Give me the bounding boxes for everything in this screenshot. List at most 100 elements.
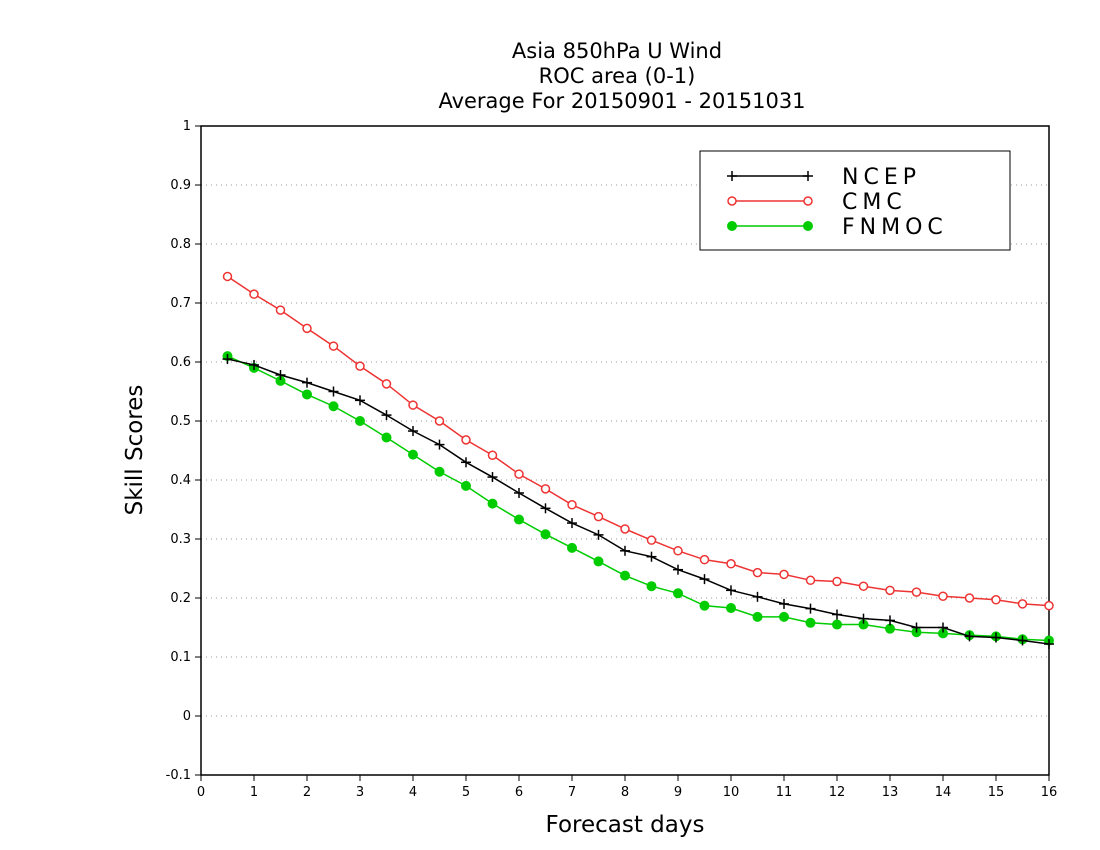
series-line-ncep <box>227 358 1050 645</box>
series-line-fnmoc <box>227 355 1050 642</box>
data-point-ncep <box>885 615 895 626</box>
data-point-ncep <box>434 439 445 450</box>
x-axis-label: Forecast days <box>546 812 705 838</box>
x-tick-label: 1 <box>250 785 258 800</box>
data-point-cmc <box>540 484 551 494</box>
x-tick-label: 5 <box>462 785 470 800</box>
data-point-ncep <box>408 426 418 437</box>
title-line-3: Average For 20150901 - 20151031 <box>438 89 805 113</box>
legend-marker-ncep <box>727 171 737 181</box>
data-point-fnmoc <box>620 570 630 581</box>
data-point-fnmoc <box>779 611 789 622</box>
data-point-ncep <box>487 472 498 483</box>
data-point-cmc <box>514 469 524 479</box>
data-point-cmc <box>991 595 1001 605</box>
data-point-cmc <box>1044 600 1054 611</box>
y-tick-label: 0.5 <box>170 414 191 429</box>
x-tick-label: 12 <box>829 785 846 800</box>
data-point-fnmoc <box>514 514 524 525</box>
title-line-1: Asia 850hPa U Wind <box>512 39 722 63</box>
legend-marker-fnmoc <box>803 221 813 231</box>
data-point-fnmoc <box>408 449 418 460</box>
x-tick-label: 4 <box>409 785 417 800</box>
data-point-cmc <box>779 569 789 580</box>
grid-lines <box>201 184 1049 717</box>
data-point-ncep <box>938 622 948 633</box>
legend-marker-ncep <box>803 171 813 181</box>
data-point-ncep <box>832 609 842 620</box>
data-point-fnmoc <box>302 389 312 400</box>
data-point-fnmoc <box>726 603 736 614</box>
legend-label-ncep: NCEP <box>842 165 921 190</box>
y-axis-ticks: -0.1 0 0.1 0.2 0.3 0.4 0.5 0.6 0.7 0.8 0.9 1 <box>166 119 201 783</box>
data-point-fnmoc <box>434 466 445 477</box>
data-point-cmc <box>699 554 710 565</box>
data-point-ncep <box>858 613 869 624</box>
x-tick-label: 6 <box>515 785 523 800</box>
data-point-cmc <box>567 500 577 510</box>
data-point-cmc <box>832 576 842 587</box>
y-tick-label: 1 <box>183 119 191 134</box>
data-point-cmc <box>355 361 365 371</box>
data-point-ncep <box>567 518 577 529</box>
data-point-cmc <box>408 400 418 410</box>
data-point-cmc <box>1017 599 1028 609</box>
data-point-fnmoc <box>805 617 816 628</box>
data-point-ncep <box>620 545 630 556</box>
data-point-cmc <box>673 546 683 556</box>
x-tick-label: 8 <box>621 785 629 800</box>
data-point-cmc <box>487 450 498 460</box>
y-tick-label: 0.2 <box>170 591 191 606</box>
x-tick-label: 16 <box>1041 785 1058 800</box>
x-tick-label: 14 <box>935 785 952 800</box>
data-point-fnmoc <box>461 480 471 491</box>
data-point-ncep <box>699 574 710 585</box>
y-tick-label: 0.7 <box>170 296 191 311</box>
data-point-ncep <box>540 503 551 514</box>
data-point-fnmoc <box>355 416 365 426</box>
data-point-ncep <box>964 631 975 642</box>
y-tick-label: 0 <box>183 709 191 724</box>
legend-marker-cmc <box>727 196 737 206</box>
x-tick-label: 13 <box>882 785 899 800</box>
x-tick-label: 7 <box>568 785 576 800</box>
data-point-cmc <box>911 587 922 597</box>
x-tick-label: 3 <box>356 785 364 800</box>
data-point-cmc <box>434 416 445 426</box>
data-point-cmc <box>752 567 763 578</box>
data-point-fnmoc <box>328 401 339 412</box>
x-tick-label: 10 <box>723 785 740 800</box>
data-point-ncep <box>593 529 604 540</box>
data-point-ncep <box>1017 635 1028 646</box>
data-point-cmc <box>249 289 259 299</box>
x-tick-label: 11 <box>776 785 793 800</box>
y-tick-label: 0.3 <box>170 532 191 547</box>
data-point-ncep <box>991 632 1001 643</box>
data-point-cmc <box>805 575 816 586</box>
data-point-cmc <box>275 305 286 315</box>
legend-label-cmc: CMC <box>842 190 907 215</box>
data-point-cmc <box>885 585 895 596</box>
y-tick-label: -0.1 <box>166 768 191 783</box>
data-point-fnmoc <box>567 542 577 553</box>
series-layer <box>222 271 1054 650</box>
y-tick-label: 0.1 <box>170 650 191 665</box>
data-point-cmc <box>302 323 312 334</box>
data-point-fnmoc <box>699 600 710 611</box>
data-point-fnmoc <box>646 581 657 592</box>
data-point-cmc <box>593 511 604 522</box>
y-axis-label: Skill Scores <box>122 385 148 516</box>
data-point-fnmoc <box>540 529 551 540</box>
data-point-cmc <box>858 581 869 591</box>
data-point-ncep <box>911 622 922 633</box>
series-cmc <box>222 271 1054 611</box>
data-point-ncep <box>752 591 763 602</box>
data-point-cmc <box>646 535 657 545</box>
legend-label-fnmoc: FNMOC <box>842 215 948 240</box>
data-point-fnmoc <box>752 611 763 622</box>
data-point-fnmoc <box>673 588 683 599</box>
data-point-cmc <box>328 341 339 351</box>
data-point-ncep <box>461 457 471 468</box>
